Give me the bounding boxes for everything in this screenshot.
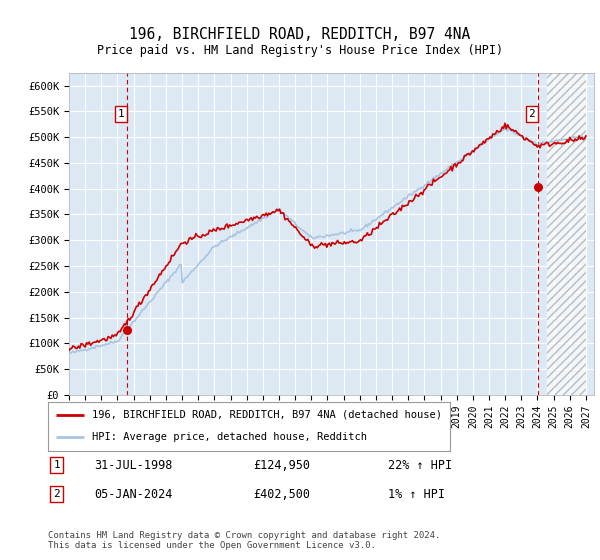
Text: 22% ↑ HPI: 22% ↑ HPI bbox=[388, 459, 452, 472]
Text: Contains HM Land Registry data © Crown copyright and database right 2024.
This d: Contains HM Land Registry data © Crown c… bbox=[48, 531, 440, 550]
Text: 1: 1 bbox=[53, 460, 60, 470]
Text: £402,500: £402,500 bbox=[253, 488, 310, 501]
Text: £124,950: £124,950 bbox=[253, 459, 310, 472]
Text: 2: 2 bbox=[529, 109, 535, 119]
Text: 2: 2 bbox=[53, 489, 60, 500]
Text: 31-JUL-1998: 31-JUL-1998 bbox=[94, 459, 172, 472]
Text: 05-JAN-2024: 05-JAN-2024 bbox=[94, 488, 172, 501]
Text: 196, BIRCHFIELD ROAD, REDDITCH, B97 4NA (detached house): 196, BIRCHFIELD ROAD, REDDITCH, B97 4NA … bbox=[92, 410, 442, 420]
Text: 1: 1 bbox=[118, 109, 125, 119]
Text: HPI: Average price, detached house, Redditch: HPI: Average price, detached house, Redd… bbox=[92, 432, 367, 442]
Text: 196, BIRCHFIELD ROAD, REDDITCH, B97 4NA: 196, BIRCHFIELD ROAD, REDDITCH, B97 4NA bbox=[130, 27, 470, 42]
Text: Price paid vs. HM Land Registry's House Price Index (HPI): Price paid vs. HM Land Registry's House … bbox=[97, 44, 503, 57]
Text: 1% ↑ HPI: 1% ↑ HPI bbox=[388, 488, 445, 501]
